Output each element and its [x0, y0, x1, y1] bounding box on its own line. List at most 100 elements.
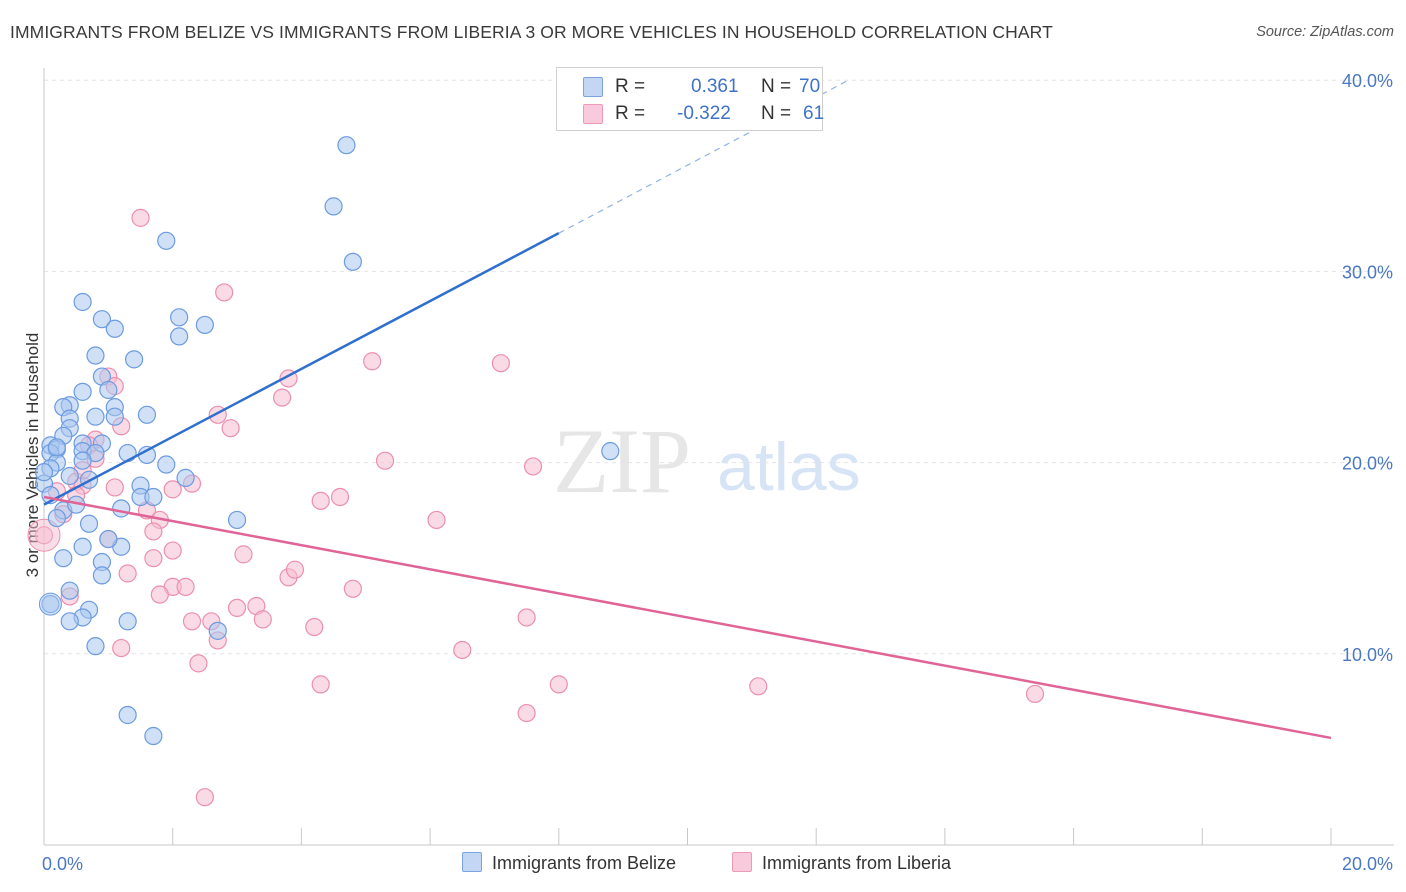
series-legend-liberia[interactable]: Immigrants from Liberia	[732, 852, 951, 876]
belize-point	[60, 612, 79, 631]
x-tick-label-max: 20.0%	[1342, 854, 1393, 874]
belize-point	[337, 136, 356, 155]
liberia-point	[163, 541, 182, 560]
liberia-point	[234, 545, 253, 564]
belize-point	[86, 346, 105, 365]
liberia-point	[517, 608, 536, 627]
belize-point	[118, 443, 137, 463]
liberia-points	[27, 208, 1045, 807]
belize-point	[170, 308, 189, 327]
liberia-point	[221, 419, 240, 438]
liberia-point	[343, 579, 362, 598]
liberia-point	[118, 564, 137, 583]
belize-point	[73, 451, 92, 470]
belize-point	[144, 726, 163, 746]
liberia-point	[517, 703, 536, 723]
belize-point	[99, 529, 118, 549]
liberia-point	[427, 510, 446, 530]
liberia-point	[363, 352, 382, 371]
belize-point	[60, 466, 79, 486]
liberia-point	[253, 610, 272, 629]
liberia-point	[549, 675, 568, 694]
liberia-point	[523, 457, 543, 476]
liberia-point	[150, 585, 169, 604]
liberia-point	[131, 208, 150, 227]
belize-point	[195, 315, 214, 335]
belize-point	[105, 407, 124, 426]
legend-n-value-liberia: 61	[803, 103, 825, 124]
liberia-point	[163, 480, 182, 499]
watermark-zip: ZIP	[553, 410, 691, 512]
y-tick-label: 30.0%	[1342, 262, 1393, 282]
belize-point	[47, 508, 66, 528]
liberia-point	[453, 640, 472, 660]
belize-trend-line	[43, 232, 560, 506]
liberia-point	[176, 577, 195, 596]
series-legend-belize[interactable]: Immigrants from Belize	[462, 852, 676, 876]
chart-title: IMMIGRANTS FROM BELIZE VS IMMIGRANTS FRO…	[10, 22, 1053, 42]
liberia-point	[112, 638, 131, 658]
legend-swatch-belize	[583, 77, 603, 97]
source-label: Source: ZipAtlas.com	[1256, 24, 1394, 40]
belize-point	[73, 292, 92, 312]
series-label-liberia: Immigrants from Liberia	[762, 853, 952, 873]
legend-r-value-belize: 0.361	[691, 76, 739, 97]
liberia-point	[105, 478, 124, 497]
belize-point	[324, 197, 343, 216]
belize-point	[124, 350, 144, 369]
liberia-trend-line	[43, 495, 1332, 740]
liberia-point	[491, 354, 510, 373]
belize-point	[343, 252, 362, 271]
liberia-point	[144, 522, 163, 541]
belize-point	[86, 637, 105, 656]
liberia-point	[375, 451, 395, 470]
belize-point	[227, 510, 247, 530]
watermark-atlas: atlas	[717, 429, 861, 505]
belize-point	[47, 438, 66, 457]
belize-point	[601, 442, 620, 461]
liberia-point	[182, 612, 202, 631]
belize-point	[144, 487, 163, 507]
trend-lines	[43, 79, 1332, 740]
liberia-point	[227, 598, 247, 618]
legend-r-value-liberia: -0.322	[677, 103, 731, 124]
belize-points	[34, 136, 620, 746]
belize-point	[157, 455, 176, 474]
legend-r-label: R =	[615, 76, 646, 97]
belize-point	[38, 592, 62, 616]
belize-point	[86, 407, 105, 426]
legend-swatch-liberia	[583, 104, 603, 124]
belize-point	[137, 405, 157, 424]
y-tick-labels: 10.0% 20.0% 30.0% 40.0%	[1342, 71, 1393, 665]
y-tick-label: 10.0%	[1342, 645, 1393, 665]
belize-point	[73, 537, 92, 556]
belize-point	[54, 549, 73, 568]
legend-n-label: N =	[761, 76, 792, 97]
legend-n-label: N =	[761, 103, 792, 124]
liberia-point	[311, 675, 330, 694]
gridlines	[44, 79, 1394, 655]
belize-point	[157, 231, 176, 250]
liberia-point	[311, 491, 330, 510]
liberia-point	[285, 560, 305, 579]
belize-point	[176, 468, 195, 487]
y-tick-label: 40.0%	[1342, 71, 1393, 91]
liberia-point	[330, 487, 350, 507]
belize-point	[208, 621, 227, 640]
correlation-legend: R = 0.361 N = 70 R = -0.322 N = 61	[556, 67, 825, 131]
belize-point	[118, 705, 137, 725]
series-swatch-belize	[462, 852, 482, 872]
belize-point	[60, 581, 79, 600]
legend-r-label: R =	[615, 103, 646, 124]
x-ticks	[43, 828, 1332, 845]
belize-point	[34, 463, 54, 482]
belize-point	[99, 380, 118, 400]
liberia-point	[1025, 684, 1045, 704]
series-label-belize: Immigrants from Belize	[492, 853, 677, 873]
belize-point	[73, 382, 92, 401]
legend-n-value-belize: 70	[799, 76, 821, 97]
liberia-point	[144, 549, 163, 568]
y-tick-label: 20.0%	[1342, 454, 1393, 474]
liberia-point	[195, 788, 214, 807]
